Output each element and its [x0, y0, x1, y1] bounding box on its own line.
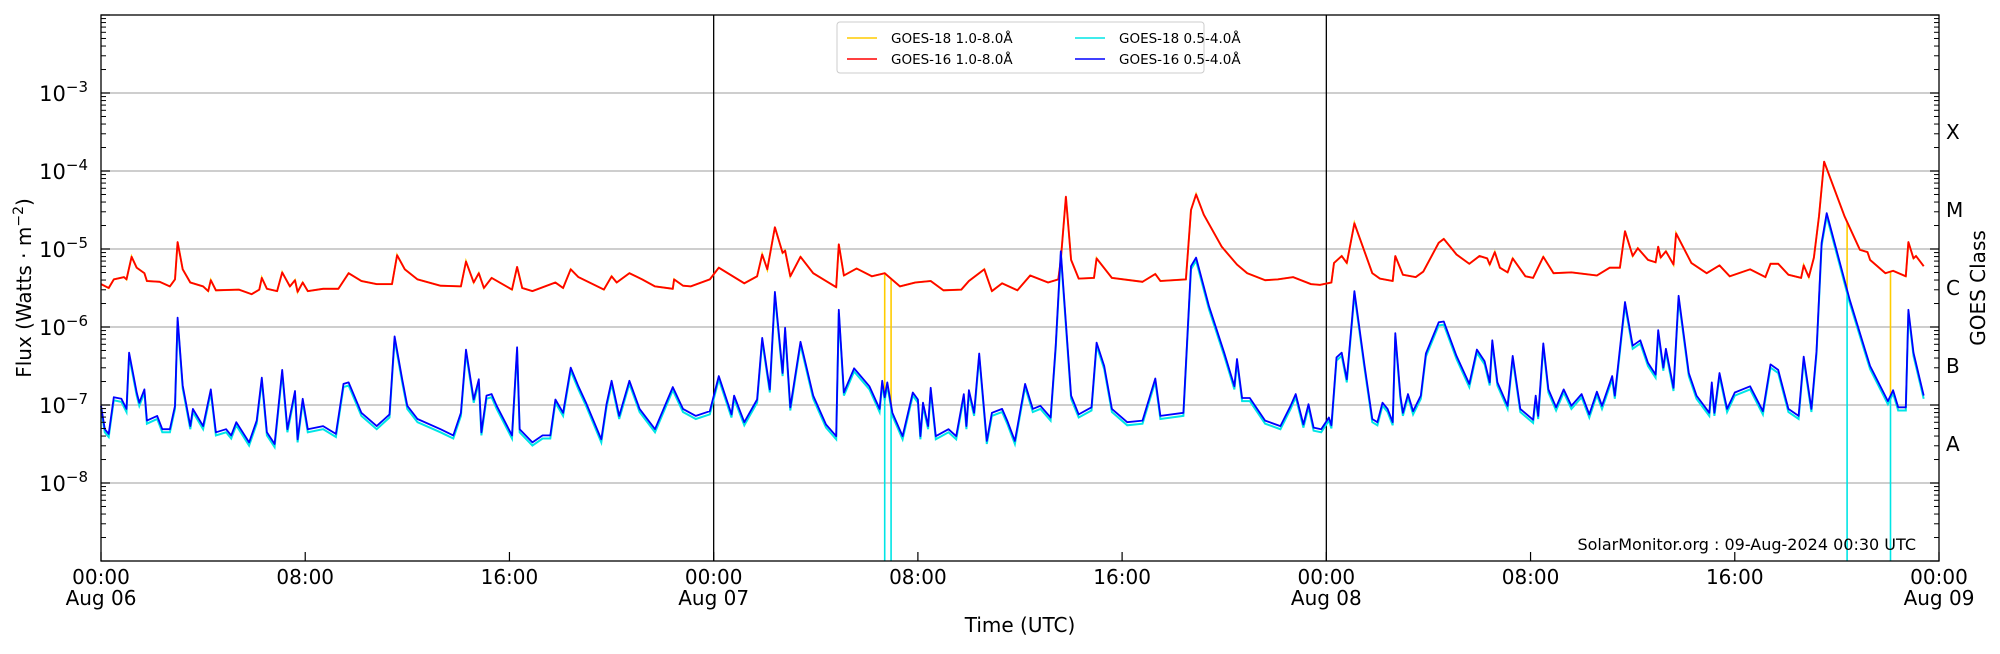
goes-class-label: B: [1946, 354, 1960, 378]
x-tick-time-label: 00:00: [1298, 565, 1356, 589]
goes-class-label: C: [1946, 276, 1960, 300]
legend-entry-label: GOES-18 0.5-4.0Å: [1119, 30, 1241, 47]
x-tick-time-label: 08:00: [1502, 565, 1560, 589]
legend-entry-label: GOES-16 0.5-4.0Å: [1119, 51, 1241, 68]
y-tick-label: 10−8: [39, 468, 88, 496]
x-tick-time-label: 08:00: [276, 565, 334, 589]
x-tick-time-label: 08:00: [889, 565, 947, 589]
y-tick-label: 10−5: [39, 234, 88, 262]
goes-class-labels: A B C M X: [1946, 120, 1963, 456]
series-goes16-long: [100, 160, 1925, 296]
x-tick-date-label: Aug 09: [1904, 586, 1975, 610]
series-lines: [100, 160, 1925, 561]
series-goes18-long: [100, 161, 1925, 296]
goes-class-label: X: [1946, 120, 1960, 144]
plot-frame: [100, 14, 1940, 562]
y2-axis-label: GOES Class: [1966, 230, 1990, 346]
source-annotation: SolarMonitor.org : 09-Aug-2024 00:30 UTC: [1577, 535, 1916, 554]
x-tick-date-label: Aug 06: [66, 586, 137, 610]
x-tick-date-label: Aug 08: [1291, 586, 1362, 610]
x-tick-date-label: Aug 07: [678, 586, 749, 610]
y-axis-label: Flux (Watts · m−2): [11, 198, 36, 378]
day-boundary-lines: [713, 15, 1327, 561]
goes-class-label: M: [1946, 198, 1963, 222]
x-tick-time-label: 16:00: [1093, 565, 1151, 589]
legend: GOES-18 1.0-8.0Å GOES-16 1.0-8.0Å GOES-18 …: [836, 21, 1241, 74]
y-tick-label: 10−3: [39, 78, 88, 106]
y-tick-label: 10−7: [39, 390, 88, 418]
x-tick-time-label: 00:00: [685, 565, 743, 589]
y-tick-label: 10−4: [39, 156, 88, 184]
axis-ticks: [100, 14, 1940, 562]
y-tick-label: 10−6: [39, 312, 88, 340]
legend-entry-label: GOES-18 1.0-8.0Å: [891, 30, 1013, 47]
series-goes18-short: [100, 215, 1925, 450]
legend-entry-label: GOES-16 1.0-8.0Å: [891, 51, 1013, 68]
x-tick-time-label: 00:00: [1910, 565, 1968, 589]
goes-class-label: A: [1946, 432, 1960, 456]
series-goes16-short: [100, 212, 1925, 445]
x-tick-time-label: 16:00: [481, 565, 539, 589]
x-axis-label: Time (UTC): [964, 613, 1076, 637]
y-tick-labels: 10−8 10−7 10−6 10−5 10−4 10−3: [39, 78, 88, 496]
x-tick-time-label: 16:00: [1706, 565, 1764, 589]
x-tick-time-label: 00:00: [72, 565, 130, 589]
